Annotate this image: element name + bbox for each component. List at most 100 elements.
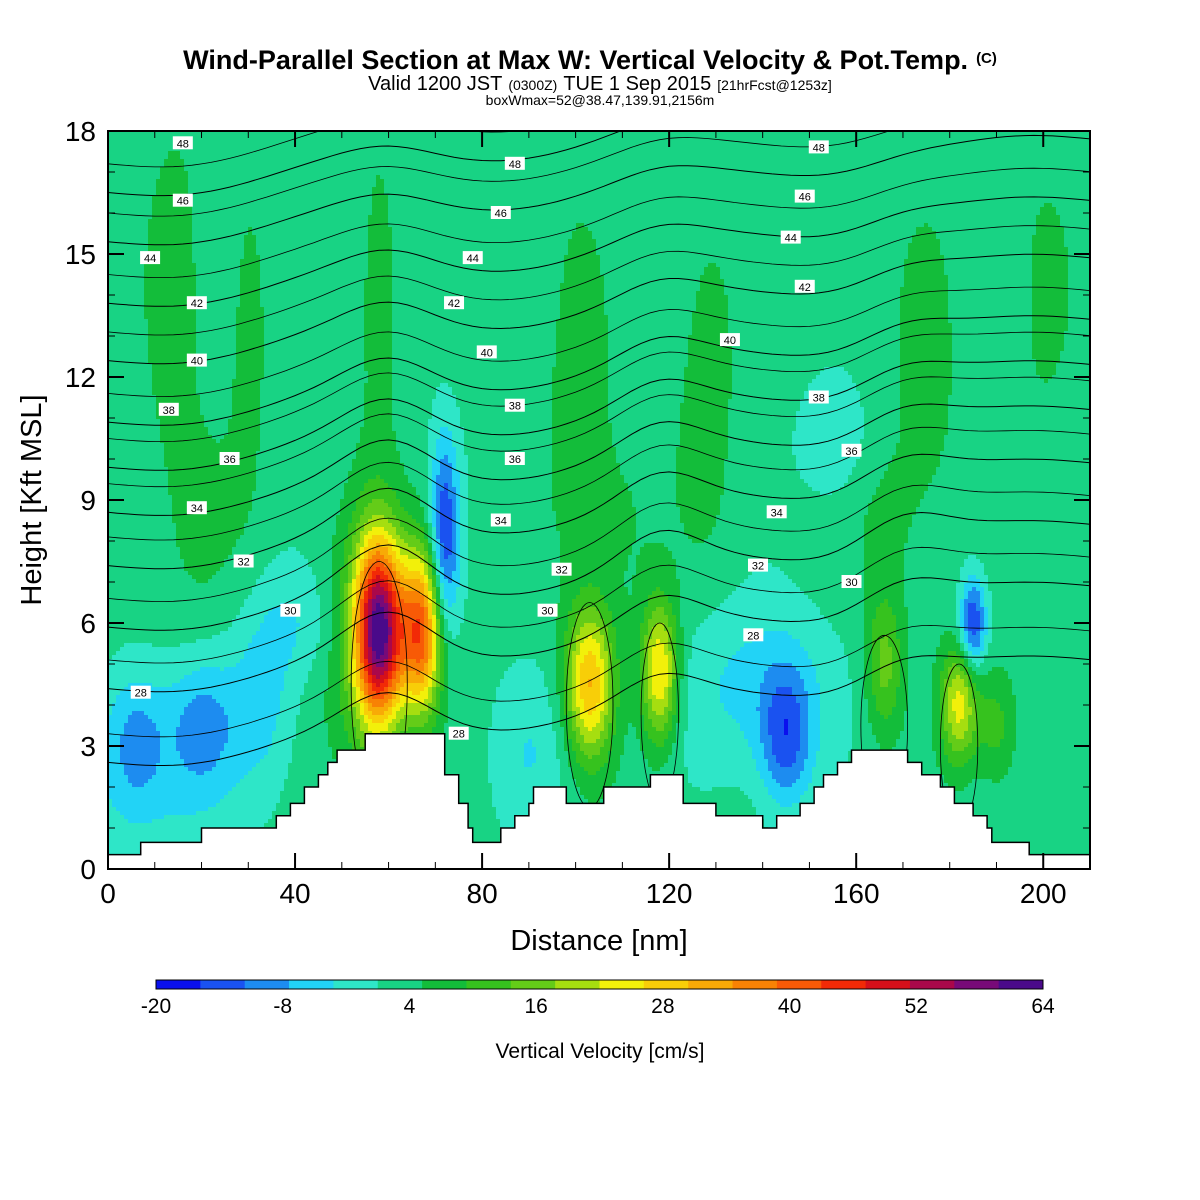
field-cell bbox=[120, 819, 125, 824]
field-cell bbox=[112, 407, 117, 412]
field-cell bbox=[116, 327, 121, 332]
field-cell bbox=[124, 827, 129, 832]
field-cell bbox=[124, 699, 129, 704]
field-cell bbox=[116, 151, 121, 156]
field-cell bbox=[120, 491, 125, 496]
field-cell bbox=[116, 591, 121, 596]
field-cell bbox=[120, 595, 125, 600]
field-cell bbox=[124, 839, 129, 844]
field-cell bbox=[124, 771, 129, 776]
field-cell bbox=[124, 427, 129, 432]
field-cell bbox=[112, 167, 117, 172]
field-cell bbox=[124, 191, 129, 196]
field-cell bbox=[124, 363, 129, 368]
vertical-section-figure: Wind-Parallel Section at Max W: Vertical… bbox=[0, 0, 1200, 1200]
field-cell bbox=[112, 675, 117, 680]
field-cell bbox=[128, 151, 133, 156]
field-cell bbox=[116, 443, 121, 448]
field-cell bbox=[116, 383, 121, 388]
field-cell bbox=[116, 695, 121, 700]
field-cell bbox=[112, 739, 117, 744]
field-cell bbox=[128, 175, 133, 180]
field-cell bbox=[120, 655, 125, 660]
field-cell bbox=[116, 799, 121, 804]
field-cell bbox=[124, 251, 129, 256]
field-cell bbox=[112, 603, 117, 608]
field-cell bbox=[120, 847, 125, 852]
field-cell bbox=[124, 635, 129, 640]
field-cell bbox=[116, 723, 121, 728]
field-cell bbox=[124, 451, 129, 456]
field-cell bbox=[116, 435, 121, 440]
title-copyright-mark: (C) bbox=[976, 50, 997, 67]
field-cell bbox=[112, 355, 117, 360]
field-cell bbox=[124, 207, 129, 212]
field-cell bbox=[112, 519, 117, 524]
field-cell bbox=[112, 755, 117, 760]
field-cell bbox=[120, 207, 125, 212]
field-cell bbox=[124, 559, 129, 564]
field-cell bbox=[112, 803, 117, 808]
field-cell bbox=[120, 411, 125, 416]
field-cell bbox=[116, 683, 121, 688]
field-cell bbox=[124, 571, 129, 576]
field-cell bbox=[112, 203, 117, 208]
field-cell bbox=[112, 351, 117, 356]
field-cell bbox=[116, 155, 121, 160]
field-cell bbox=[112, 187, 117, 192]
field-cell bbox=[112, 807, 117, 812]
field-cell bbox=[124, 667, 129, 672]
field-cell bbox=[112, 327, 117, 332]
field-cell bbox=[124, 487, 129, 492]
field-cell bbox=[112, 691, 117, 696]
field-cell bbox=[120, 579, 125, 584]
field-cell bbox=[124, 387, 129, 392]
field-cell bbox=[120, 287, 125, 292]
field-cell bbox=[116, 271, 121, 276]
field-cell bbox=[116, 835, 121, 840]
field-cell bbox=[124, 627, 129, 632]
field-cell bbox=[128, 155, 133, 160]
field-cell bbox=[112, 151, 117, 156]
field-cell bbox=[120, 159, 125, 164]
field-cell bbox=[112, 447, 117, 452]
field-cell bbox=[120, 647, 125, 652]
field-cell bbox=[124, 715, 129, 720]
field-cell bbox=[112, 523, 117, 528]
field-cell bbox=[116, 255, 121, 260]
field-cell bbox=[112, 503, 117, 508]
field-cell bbox=[120, 175, 125, 180]
field-cell bbox=[124, 679, 129, 684]
field-cell bbox=[120, 211, 125, 216]
field-cell bbox=[124, 259, 129, 264]
field-cell bbox=[124, 639, 129, 644]
field-cell bbox=[116, 735, 121, 740]
field-cell bbox=[120, 267, 125, 272]
field-cell bbox=[112, 695, 117, 700]
field-cell bbox=[112, 591, 117, 596]
field-cell bbox=[120, 531, 125, 536]
field-cell bbox=[120, 395, 125, 400]
field-cell bbox=[112, 707, 117, 712]
field-cell bbox=[128, 143, 133, 148]
field-cell bbox=[124, 791, 129, 796]
field-cell bbox=[112, 731, 117, 736]
field-cell bbox=[112, 579, 117, 584]
field-cell bbox=[112, 551, 117, 556]
field-cell bbox=[124, 803, 129, 808]
field-cell bbox=[112, 331, 117, 336]
field-cell bbox=[112, 639, 117, 644]
field-cell bbox=[128, 183, 133, 188]
field-cell bbox=[116, 211, 121, 216]
subtitle-valid: Valid 1200 JST bbox=[368, 73, 502, 95]
field-cell bbox=[116, 711, 121, 716]
field-cell bbox=[116, 223, 121, 228]
field-cell bbox=[112, 247, 117, 252]
field-cell bbox=[112, 379, 117, 384]
field-cell bbox=[124, 203, 129, 208]
field-cell bbox=[116, 807, 121, 812]
field-cell bbox=[124, 403, 129, 408]
field-cell bbox=[116, 643, 121, 648]
field-cell bbox=[116, 355, 121, 360]
field-cell bbox=[112, 399, 117, 404]
